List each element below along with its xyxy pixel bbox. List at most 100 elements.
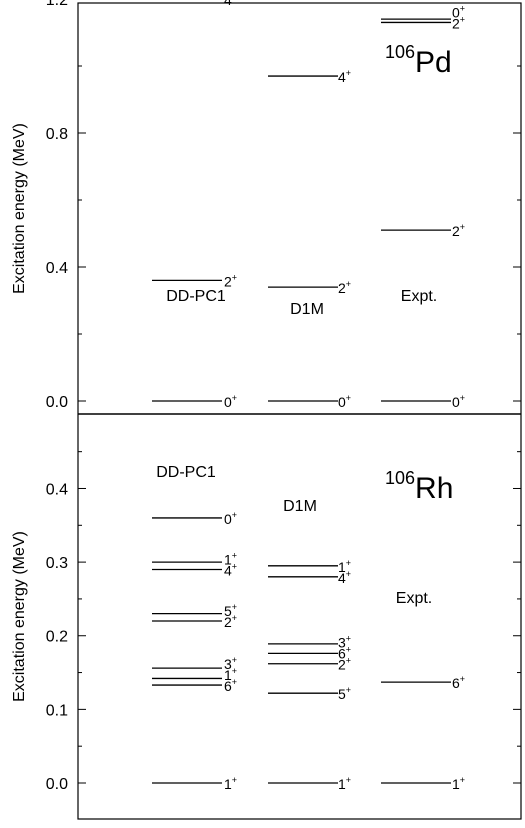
parity-sign: + [232, 613, 237, 623]
level-label: 3+ [338, 634, 351, 651]
parity-sign: + [346, 68, 351, 78]
level-label: 6+ [224, 677, 237, 694]
parity-sign: + [346, 558, 351, 568]
parity-sign: + [346, 279, 351, 289]
spin-value: 6 [224, 678, 232, 694]
parity-sign: + [346, 775, 351, 785]
parity-sign: + [346, 393, 351, 403]
parity-sign: + [346, 645, 351, 655]
spin-value: 5 [338, 686, 346, 702]
spin-value: 2 [452, 15, 460, 31]
level-label: 2+ [452, 222, 465, 239]
parity-sign: + [460, 222, 465, 232]
spin-value: 1 [224, 667, 232, 683]
level-label: 2+ [452, 14, 465, 31]
parity-sign: + [232, 677, 237, 687]
y-tick-label: 0.0 [46, 776, 68, 793]
spin-value: 1 [452, 776, 460, 792]
parity-sign: + [460, 674, 465, 684]
nucleus-symbol: Pd [415, 46, 452, 79]
level-label: 1+ [338, 558, 351, 575]
level-label: 6+ [338, 645, 351, 662]
parity-sign: + [232, 655, 237, 665]
parity-sign: + [232, 510, 237, 520]
spin-value: 0 [452, 394, 460, 410]
y-axis-label: Excitation energy (MeV) [11, 531, 28, 702]
column-label: DD-PC1 [166, 288, 226, 305]
nucleus-title: 106Pd [385, 42, 452, 79]
parity-sign: + [346, 685, 351, 695]
level-label: 4+ [338, 569, 351, 586]
spin-value: 4 [224, 562, 232, 578]
level-label: 4+ [224, 561, 237, 578]
column-label: DD-PC1 [156, 464, 216, 481]
spin-value: 2 [338, 657, 346, 673]
level-label: 5+ [338, 685, 351, 702]
spin-value: 2 [338, 280, 346, 296]
spin-value: 3 [224, 656, 232, 672]
parity-sign: + [232, 602, 237, 612]
y-tick-label: 0.1 [46, 702, 68, 719]
spin-value: 1 [224, 551, 232, 567]
level-label: 1+ [224, 550, 237, 567]
y-tick-label: 0.3 [46, 555, 68, 572]
level-label: 0+ [452, 393, 465, 410]
nucleus-symbol: Rh [415, 472, 453, 505]
spin-value: 1 [338, 559, 346, 575]
nucleus-mass: 106 [385, 468, 415, 488]
parity-sign: + [232, 666, 237, 676]
nucleus-title: 106Rh [385, 468, 453, 505]
spin-value: 1 [338, 776, 346, 792]
level-label: 0+ [338, 393, 351, 410]
spin-value: 0 [338, 394, 346, 410]
level-label: 2+ [338, 279, 351, 296]
level-label: 3+ [224, 655, 237, 672]
parity-sign: + [232, 561, 237, 571]
column-label: D1M [290, 301, 324, 318]
y-tick-label: 0.0 [46, 394, 68, 411]
column-label: D1M [283, 498, 317, 515]
plot-frame [77, 2, 522, 820]
spin-value: 4 [338, 570, 346, 586]
y-tick-label: 0.2 [46, 629, 68, 646]
spin-value: 0 [224, 394, 232, 410]
spin-value: 5 [224, 603, 232, 619]
level-label: 1+ [338, 775, 351, 792]
level-label: 6+ [452, 674, 465, 691]
spin-value: 0 [452, 4, 460, 20]
level-label: 4+ [224, 0, 237, 8]
parity-sign: + [346, 634, 351, 644]
parity-sign: + [460, 3, 465, 13]
spin-value: 3 [338, 635, 346, 651]
level-label: 1+ [224, 775, 237, 792]
level-label: 4+ [338, 68, 351, 85]
spin-value: 1 [224, 776, 232, 792]
level-label: 5+ [224, 602, 237, 619]
level-label: 0+ [224, 393, 237, 410]
parity-sign: + [232, 550, 237, 560]
level-label: 1+ [452, 775, 465, 792]
level-label: 0+ [224, 510, 237, 527]
spin-value: 6 [338, 646, 346, 662]
y-axis-label: Excitation energy (MeV) [11, 123, 28, 294]
spin-value: 2 [224, 273, 232, 289]
level-label: 0+ [452, 3, 465, 20]
spin-value: 4 [338, 69, 346, 85]
parity-sign: + [232, 272, 237, 282]
parity-sign: + [346, 656, 351, 666]
column-label: Expt. [396, 590, 432, 607]
parity-sign: + [232, 393, 237, 403]
spin-value: 4 [224, 0, 232, 8]
parity-sign: + [460, 775, 465, 785]
parity-sign: + [232, 775, 237, 785]
spin-value: 6 [452, 675, 460, 691]
spin-value: 2 [452, 223, 460, 239]
parity-sign: + [232, 0, 237, 1]
column-label: Expt. [401, 288, 437, 305]
parity-sign: + [460, 14, 465, 24]
y-tick-label: 0.4 [46, 260, 68, 277]
spin-value: 2 [224, 614, 232, 630]
y-tick-label: 1.2 [46, 0, 68, 9]
